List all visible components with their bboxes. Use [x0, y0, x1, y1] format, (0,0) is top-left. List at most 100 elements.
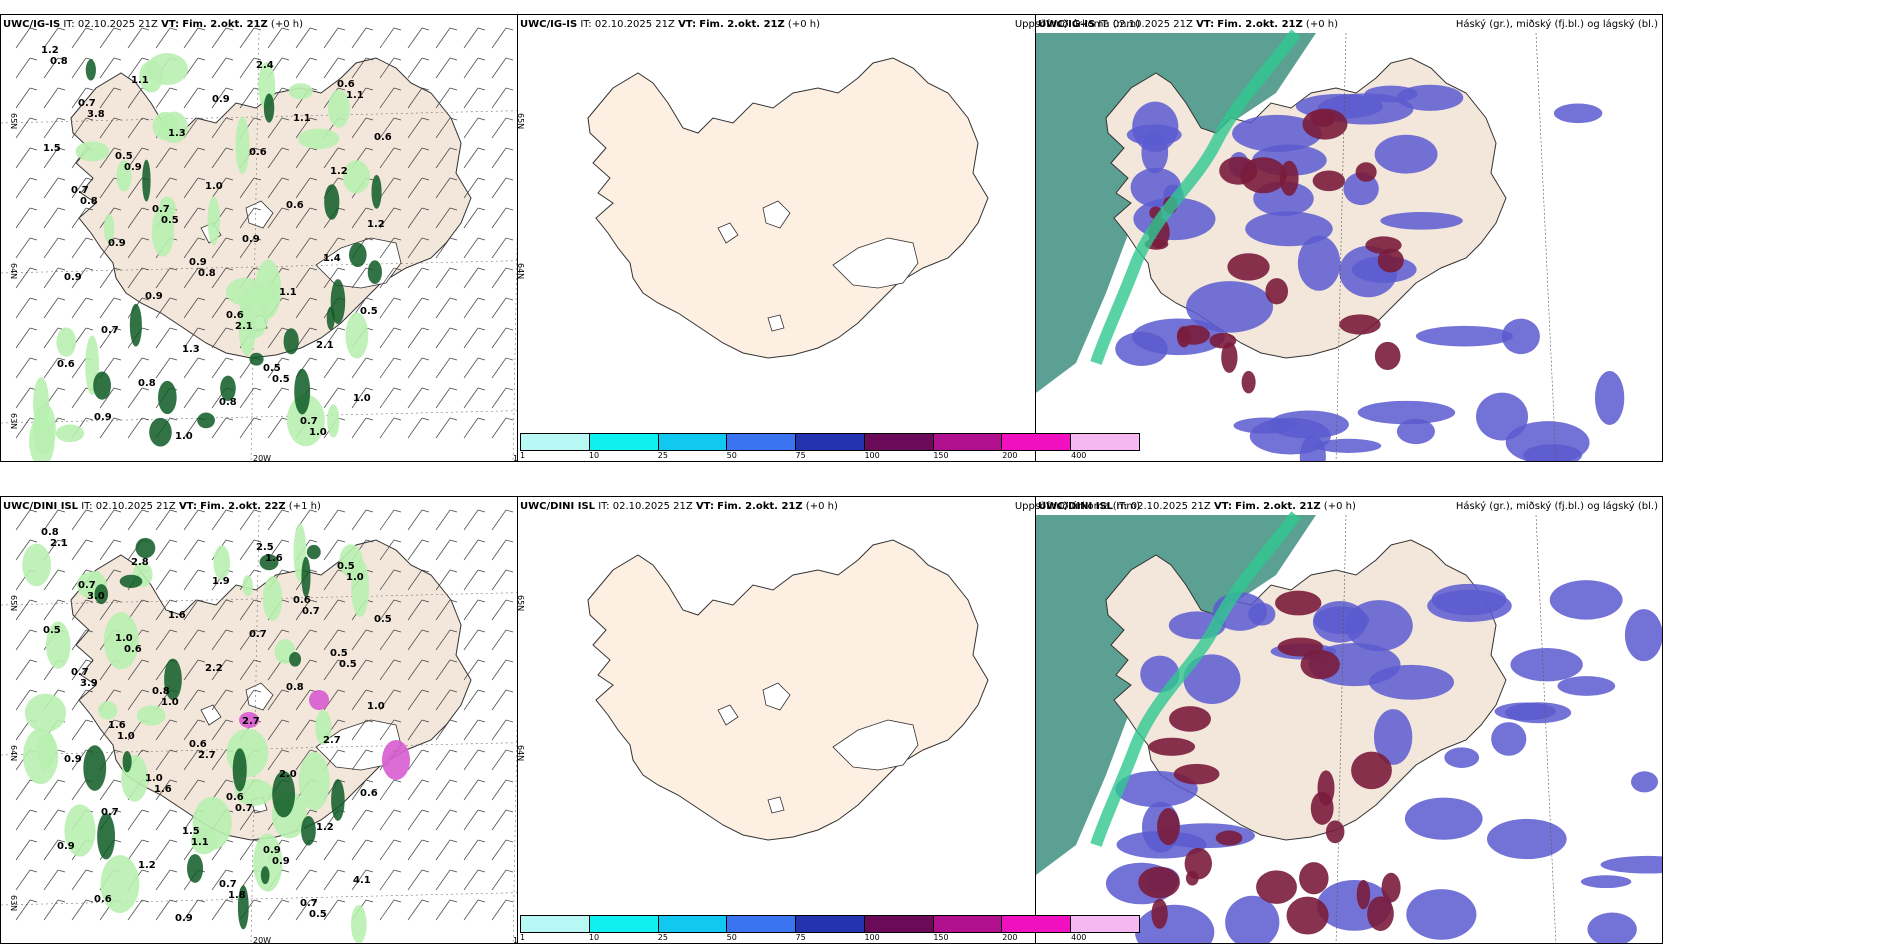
legend-tick-label: 400 [1071, 451, 1087, 460]
wind-barb [155, 177, 171, 199]
wind-barb-flag [57, 809, 66, 813]
wind-barb [351, 87, 367, 109]
wind-barb-flag [253, 659, 262, 663]
wind-barb-flag [505, 87, 514, 91]
wind-barb [71, 629, 87, 651]
wind-barb [379, 539, 395, 561]
wind-barb [491, 177, 507, 199]
wind-barb [183, 569, 199, 591]
wind-barb-flag [281, 297, 290, 301]
legend-swatch [864, 434, 934, 450]
iceland-land [587, 57, 989, 359]
wind-barb-flag [505, 599, 514, 603]
wind-barb-flag [57, 839, 66, 843]
wind-barb [211, 719, 227, 741]
wind-barb-flag [141, 417, 150, 421]
wind-barb [379, 207, 395, 229]
wind-barb-flag [309, 207, 318, 211]
wind-barb [43, 87, 59, 109]
glacier [717, 704, 739, 726]
high-cloud-patch [1185, 870, 1199, 886]
wind-barb [43, 117, 59, 139]
precip-light [328, 89, 350, 128]
wind-barb [267, 417, 283, 439]
wind-barb-flag [309, 327, 318, 331]
wind-barb-flag [477, 27, 486, 31]
valid-time-label: VT: [178, 501, 197, 512]
wind-barb [127, 87, 143, 109]
wind-barb-flag [477, 237, 486, 241]
wind-barb [99, 509, 115, 531]
wind-barb-flag [57, 57, 66, 61]
wind-barb [43, 839, 59, 861]
wind-barb-flag [337, 839, 346, 843]
wind-barb [239, 629, 255, 651]
wind-barb-flag [393, 539, 402, 543]
wind-barb-flag [253, 539, 262, 543]
wind-barb [183, 87, 199, 109]
wind-barb [211, 297, 227, 319]
low-cloud-region [1036, 515, 1316, 875]
wind-barb-flag [141, 809, 150, 813]
valid-time-value: Fim. 2.okt. 22Z [200, 501, 286, 512]
longitude-label: 20W [253, 936, 271, 944]
legend-tick-label: 150 [933, 451, 949, 460]
wind-barb-flag [57, 387, 66, 391]
panel-title: UWC/DINI ISL IT: 02.10.2025 21Z VT: Fim.… [520, 501, 838, 512]
wind-barb [491, 899, 507, 921]
wind-barb [351, 869, 367, 891]
wind-barb-flag [225, 177, 234, 181]
wind-barb-flag [337, 207, 346, 211]
latitude-label: 64N [518, 263, 525, 279]
cloud-band [1090, 29, 1301, 365]
wind-barb [463, 779, 479, 801]
wind-barb [15, 297, 31, 319]
wind-barb-flag [505, 749, 514, 753]
wind-barb-flag [449, 267, 458, 271]
wind-barb [15, 147, 31, 169]
precip-value-label: 1.0 [309, 427, 327, 438]
wind-barb-flag [393, 387, 402, 391]
wind-barb [407, 87, 423, 109]
wind-barb-flag [225, 147, 234, 151]
legend-tick-label: 25 [657, 451, 668, 460]
wind-barb [407, 599, 423, 621]
wind-barb [15, 539, 31, 561]
precip-value-label: 0.5 [374, 614, 392, 625]
precip-value-label: 0.8 [152, 686, 170, 697]
high-cloud-patch [1265, 278, 1289, 305]
wind-barb-flag [197, 509, 206, 513]
mid-cloud-patch [1415, 325, 1513, 347]
mid-cloud-patch [1491, 722, 1527, 756]
mid-cloud-patch [1396, 418, 1435, 445]
precip-value-label: 0.8 [219, 397, 237, 408]
wind-barb-flag [505, 779, 514, 783]
wind-barb [43, 509, 59, 531]
wind-barb [323, 237, 339, 259]
legend-tick-label: 25 [657, 933, 668, 942]
wind-barb-flag [113, 117, 122, 121]
precip-heavy [259, 554, 279, 571]
init-time-value: 02.10.2025 21Z [1130, 501, 1211, 512]
wind-barb [379, 719, 395, 741]
high-cloud-patch [1374, 341, 1401, 371]
precip-heavy [283, 328, 299, 355]
precip-light [342, 160, 370, 194]
wind-barb-flag [365, 57, 374, 61]
mid-cloud-patch [1587, 912, 1637, 943]
wind-barb-flag [393, 599, 402, 603]
wind-barb [295, 147, 311, 169]
precip-light [24, 693, 67, 733]
wind-barb-flag [281, 869, 290, 873]
wind-barb-flag [421, 57, 430, 61]
mid-cloud-patch [1486, 818, 1567, 860]
wind-barb [463, 237, 479, 259]
wind-barb [463, 387, 479, 409]
wind-barb [407, 629, 423, 651]
wind-barb-flag [141, 689, 150, 693]
precip-value-label: 1.1 [346, 90, 364, 101]
init-time-value: 02.10.2025 21Z [1112, 19, 1193, 30]
wind-barb-flag [113, 719, 122, 723]
wind-barb-flag [169, 87, 178, 91]
init-time-label: IT: [63, 19, 75, 30]
